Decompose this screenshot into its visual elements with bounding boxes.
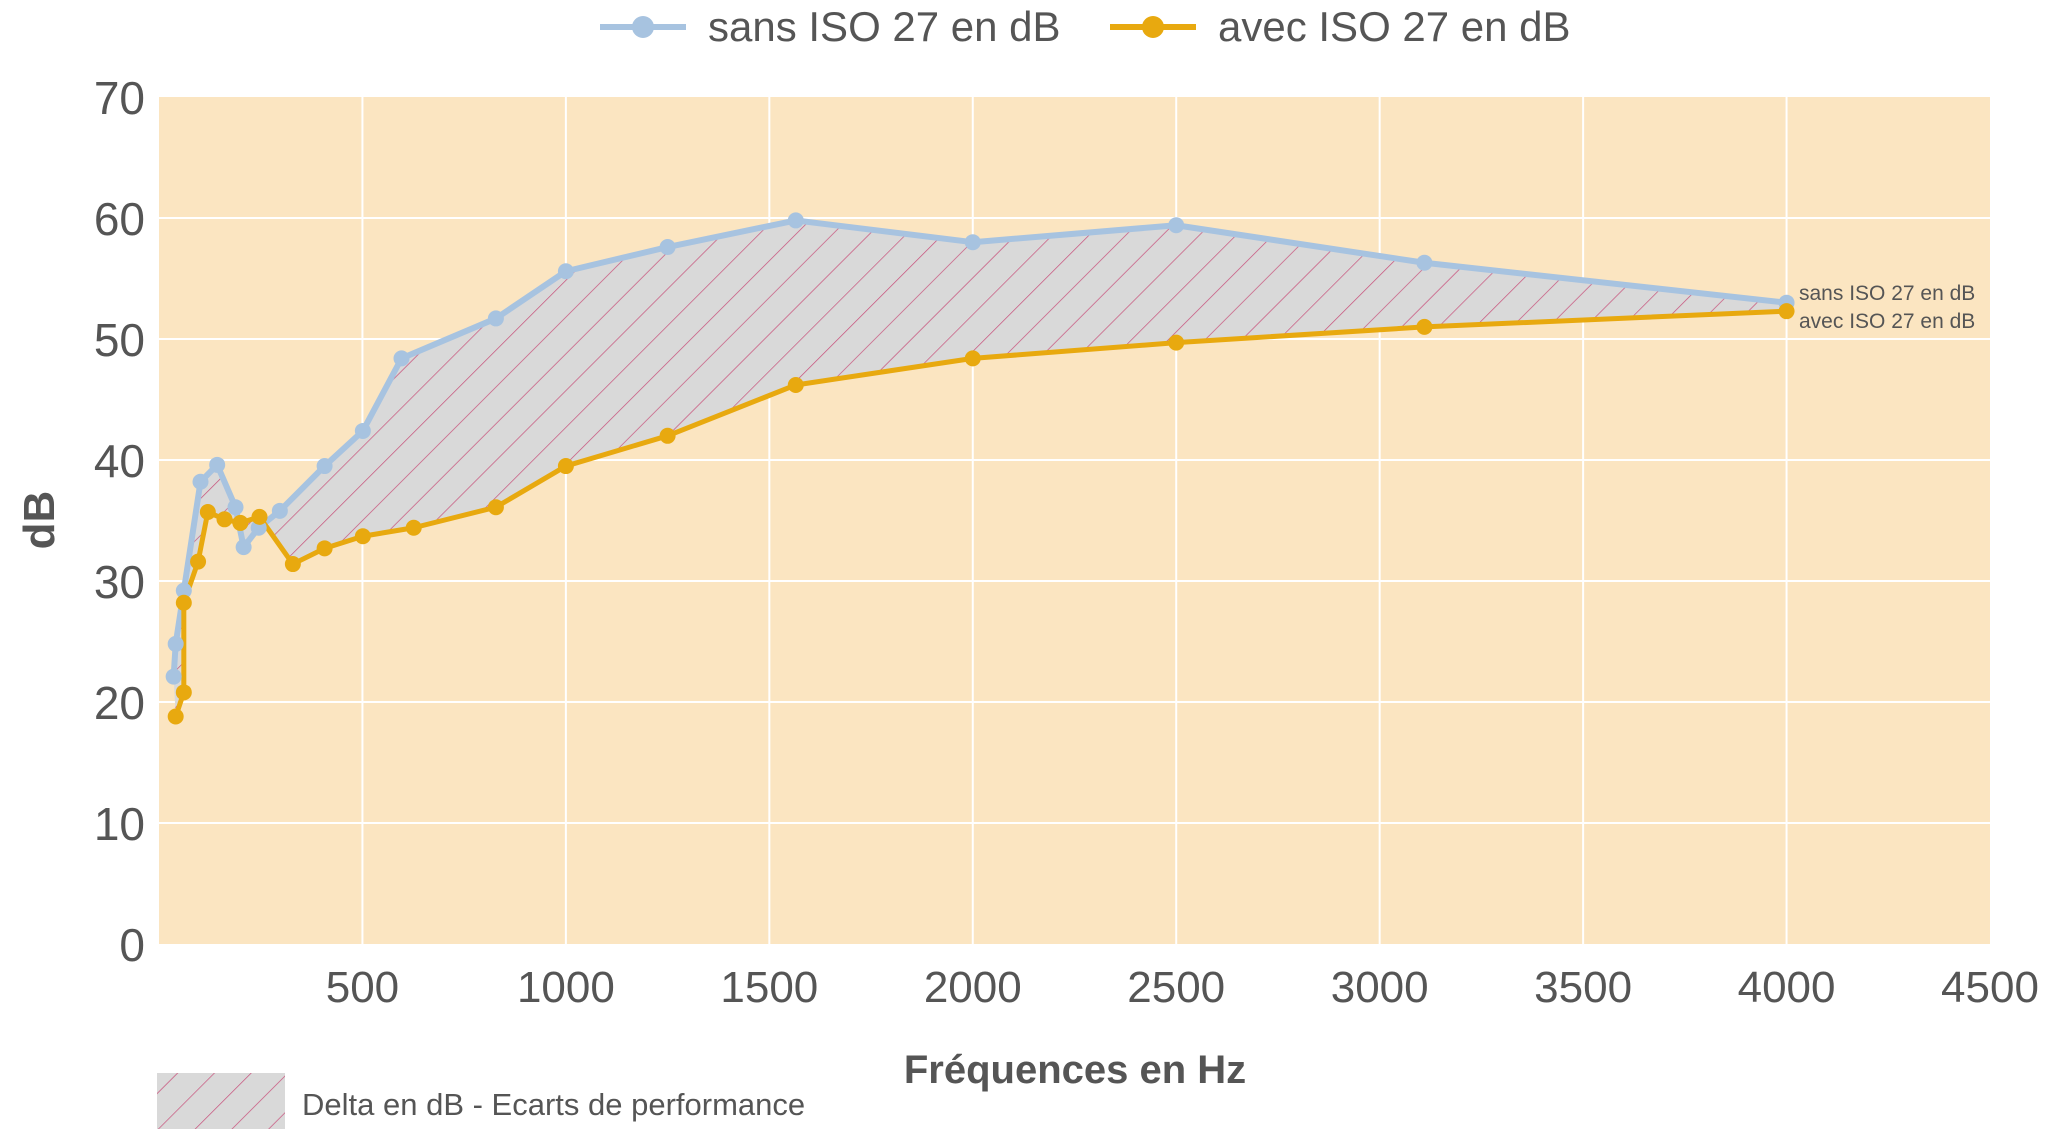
end-label-avec: avec ISO 27 en dB	[1799, 310, 1975, 333]
data-point-avec	[175, 684, 192, 701]
data-point-avec	[557, 458, 574, 475]
legend-label-avec: avec ISO 27 en dB	[1218, 3, 1571, 50]
legend-item-avec: avec ISO 27 en dB	[1110, 3, 1571, 50]
data-point-avec	[1168, 334, 1185, 351]
y-tick-label: 40	[94, 435, 145, 487]
x-tick-label: 2500	[1127, 963, 1225, 1012]
data-point-sans	[235, 539, 252, 556]
data-point-avec	[487, 499, 504, 516]
data-point-sans	[557, 263, 574, 280]
data-point-sans	[192, 473, 209, 490]
x-axis-label: Fréquences en Hz	[904, 1048, 1246, 1092]
data-point-sans	[354, 422, 371, 439]
data-point-sans	[1168, 217, 1185, 234]
data-point-avec	[167, 708, 184, 725]
data-point-avec	[787, 376, 804, 393]
data-point-avec	[216, 511, 233, 528]
x-tick-label: 1500	[720, 963, 818, 1012]
data-point-sans	[316, 458, 333, 475]
data-point-avec	[405, 519, 422, 536]
legend-item-sans: sans ISO 27 en dB	[600, 3, 1061, 50]
data-point-sans	[487, 310, 504, 327]
data-point-avec	[251, 508, 268, 525]
data-point-avec	[232, 514, 249, 531]
data-point-sans	[227, 499, 244, 516]
data-point-avec	[354, 528, 371, 545]
y-tick-label: 30	[94, 556, 145, 608]
y-tick-label: 70	[94, 72, 145, 124]
data-point-avec	[316, 540, 333, 557]
data-point-avec	[175, 594, 192, 611]
delta-legend-label: Delta en dB - Ecarts de performance	[302, 1087, 805, 1122]
data-point-avec	[284, 556, 301, 573]
data-point-sans	[1416, 254, 1433, 271]
legend-marker-avec	[1142, 16, 1164, 38]
data-point-avec	[964, 350, 981, 367]
tick-labels: 0 10 20 30 40 50 60 70 500 1000 1500 2000 2500 3000 35…	[94, 72, 2039, 1012]
x-tick-label: 3000	[1331, 963, 1429, 1012]
data-point-sans	[165, 668, 182, 685]
y-tick-label: 10	[94, 798, 145, 850]
data-point-sans	[209, 456, 226, 473]
data-point-sans	[787, 212, 804, 229]
y-tick-label: 60	[94, 193, 145, 245]
data-point-sans	[393, 350, 410, 367]
y-tick-label: 0	[119, 919, 145, 971]
data-point-sans	[271, 502, 288, 519]
data-point-sans	[964, 234, 981, 251]
data-point-sans	[659, 239, 676, 256]
legend-marker-sans	[632, 16, 654, 38]
data-point-avec	[199, 504, 216, 521]
data-point-avec	[1778, 303, 1795, 320]
y-axis-label: dB	[15, 491, 64, 550]
y-tick-label: 20	[94, 677, 145, 729]
x-tick-label: 2000	[924, 963, 1022, 1012]
delta-area	[173, 220, 1787, 717]
data-point-sans	[167, 635, 184, 652]
delta-legend-swatch	[157, 1073, 285, 1129]
x-tick-label: 3500	[1534, 963, 1632, 1012]
end-label-sans: sans ISO 27 en dB	[1799, 282, 1975, 305]
x-tick-label: 1000	[517, 963, 615, 1012]
data-point-sans	[175, 582, 192, 599]
series-line-avec	[173, 308, 1787, 718]
x-tick-label: 4000	[1738, 963, 1836, 1012]
series-group	[165, 212, 1795, 725]
data-point-avec	[1416, 318, 1433, 335]
data-point-avec	[659, 427, 676, 444]
data-point-avec	[190, 553, 207, 570]
y-tick-label: 50	[94, 314, 145, 366]
legend-label-sans: sans ISO 27 en dB	[708, 3, 1061, 50]
legend: sans ISO 27 en dB avec ISO 27 en dB	[600, 3, 1571, 50]
x-tick-label: 500	[326, 963, 399, 1012]
x-tick-label: 4500	[1941, 963, 2039, 1012]
